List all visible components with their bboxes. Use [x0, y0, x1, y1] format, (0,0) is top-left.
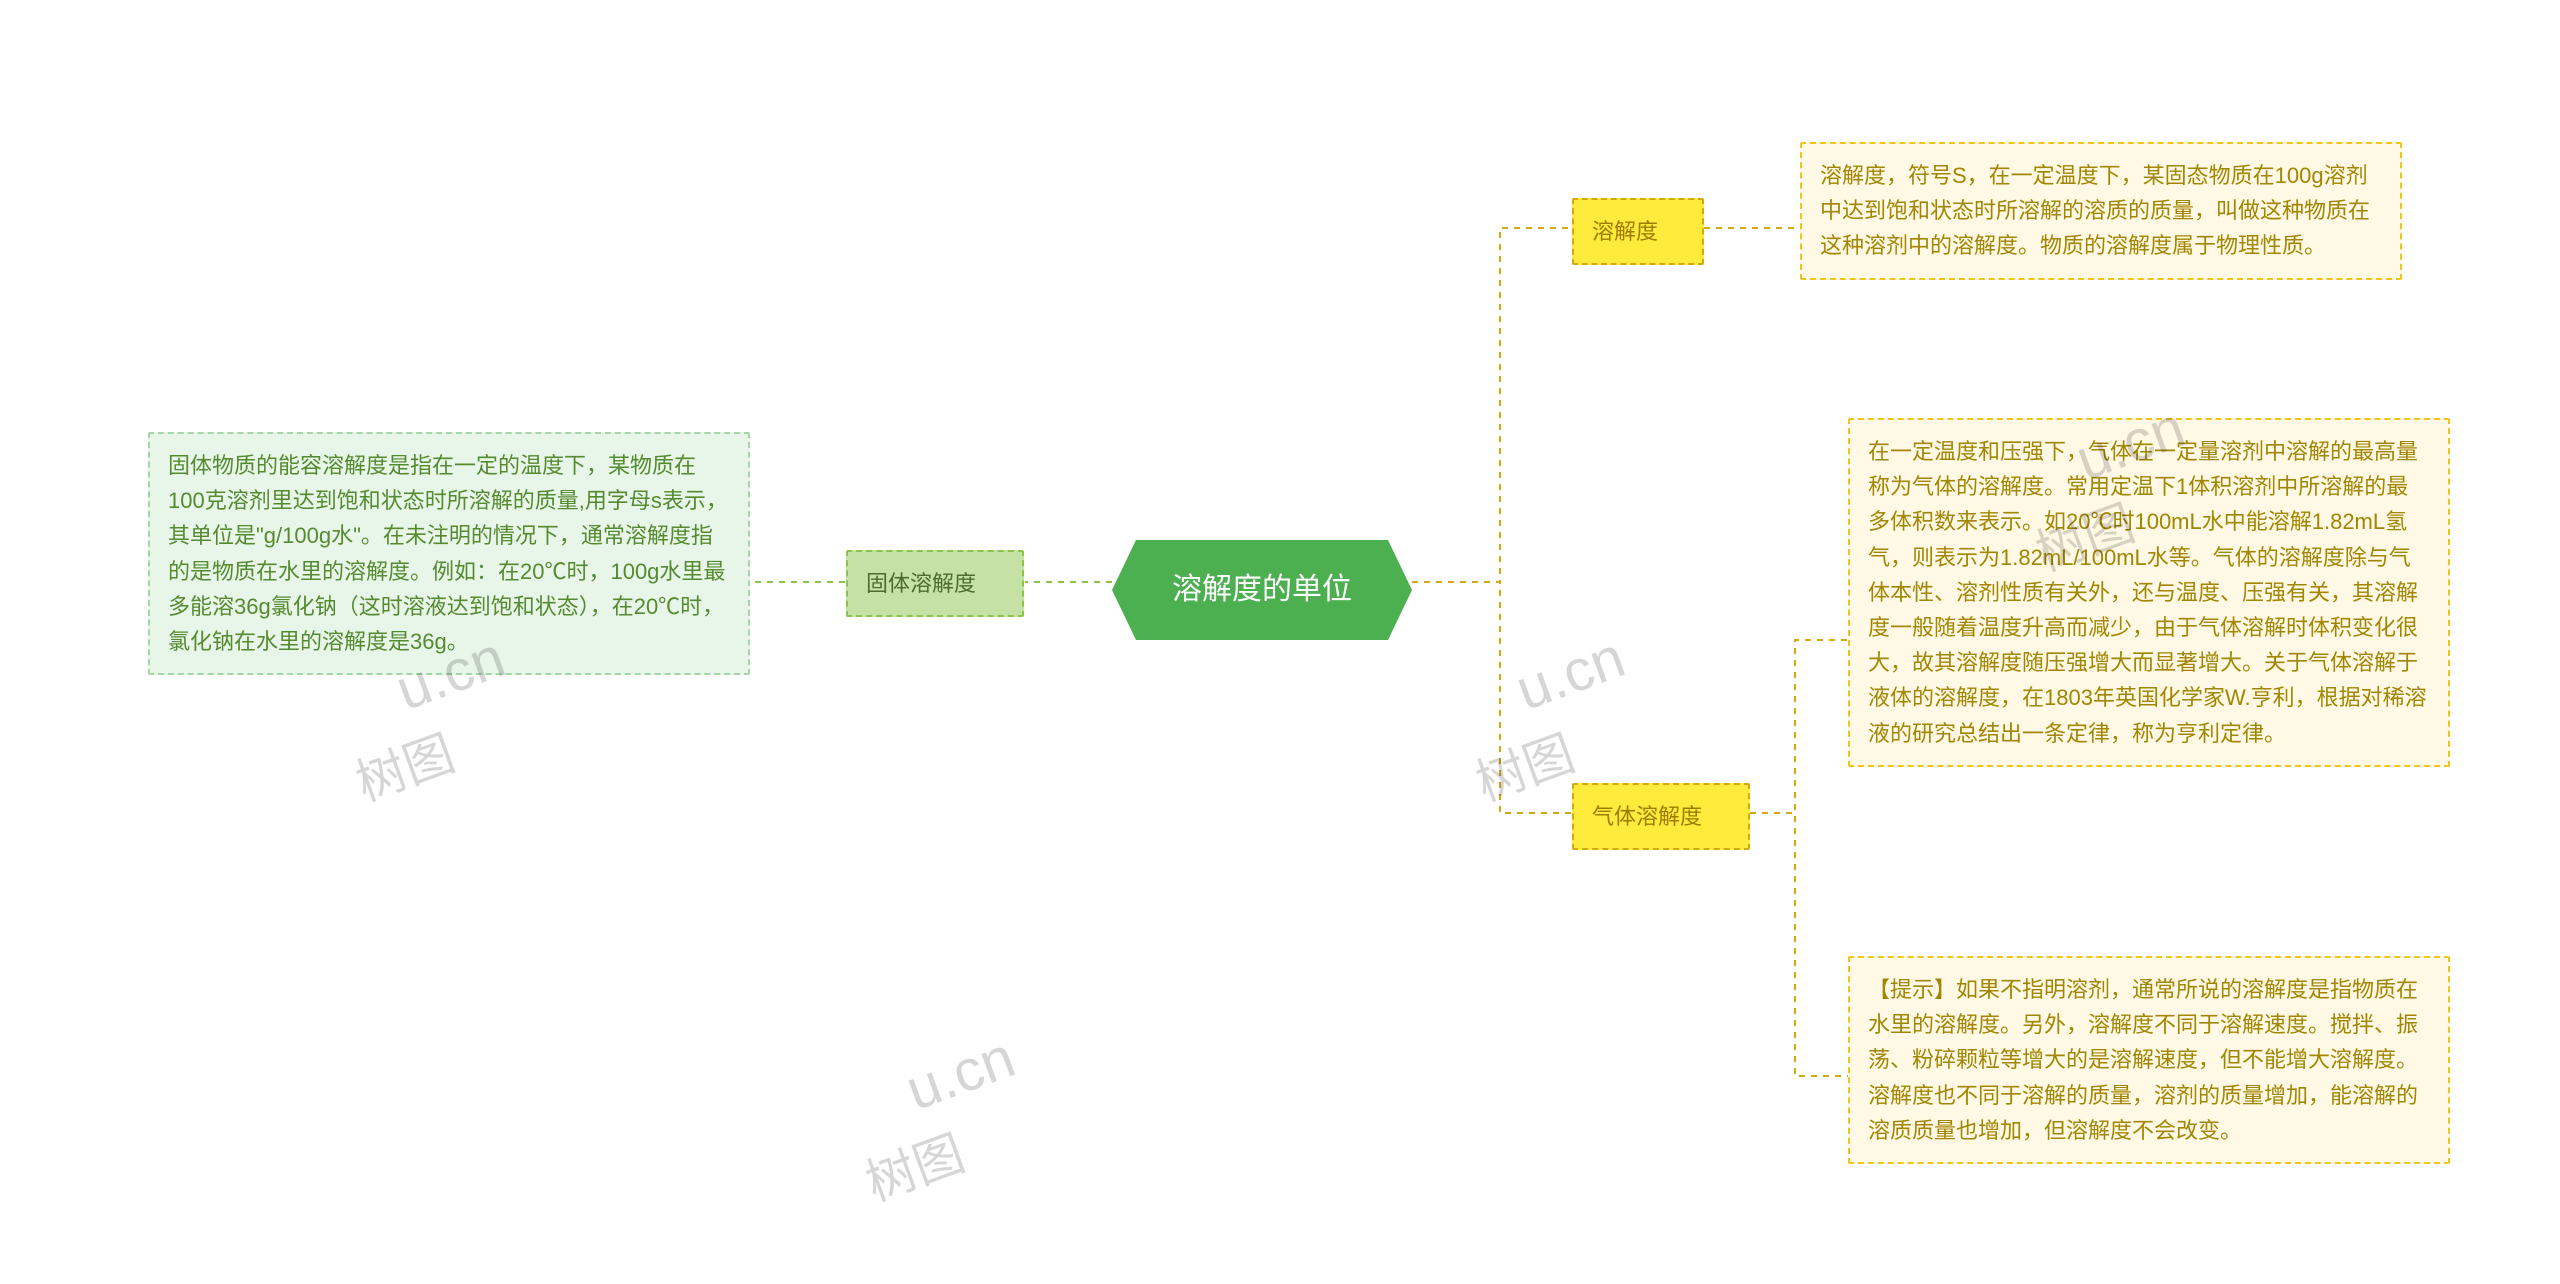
left-sub-node: 固体溶解度: [846, 550, 1024, 617]
right-detail1-text: 溶解度，符号S，在一定温度下，某固态物质在100g溶剂中达到饱和状态时所溶解的溶…: [1820, 163, 2370, 258]
right-detail2a-text: 在一定温度和压强下，气体在一定量溶剂中溶解的最高量称为气体的溶解度。常用定温下1…: [1868, 439, 2427, 746]
left-detail-node: 固体物质的能容溶解度是指在一定的温度下，某物质在100克溶剂里达到饱和状态时所溶…: [148, 432, 750, 675]
watermark: u.cn树图: [832, 1023, 1048, 1215]
center-node: 溶解度的单位: [1112, 540, 1412, 640]
right-detail2b-node: 【提示】如果不指明溶剂，通常所说的溶解度是指物质在水里的溶解度。另外，溶解度不同…: [1848, 956, 2450, 1164]
right-sub1-node: 溶解度: [1572, 198, 1704, 265]
left-sub-label: 固体溶解度: [866, 571, 976, 596]
right-detail2a-node: 在一定温度和压强下，气体在一定量溶剂中溶解的最高量称为气体的溶解度。常用定温下1…: [1848, 418, 2450, 767]
right-detail2b-text: 【提示】如果不指明溶剂，通常所说的溶解度是指物质在水里的溶解度。另外，溶解度不同…: [1868, 977, 2418, 1143]
right-sub2-node: 气体溶解度: [1572, 783, 1750, 850]
right-detail1-node: 溶解度，符号S，在一定温度下，某固态物质在100g溶剂中达到饱和状态时所溶解的溶…: [1800, 142, 2402, 280]
center-label: 溶解度的单位: [1172, 573, 1352, 606]
right-sub2-label: 气体溶解度: [1592, 804, 1702, 829]
right-sub1-label: 溶解度: [1592, 219, 1658, 244]
left-detail-text: 固体物质的能容溶解度是指在一定的温度下，某物质在100克溶剂里达到饱和状态时所溶…: [168, 453, 728, 654]
